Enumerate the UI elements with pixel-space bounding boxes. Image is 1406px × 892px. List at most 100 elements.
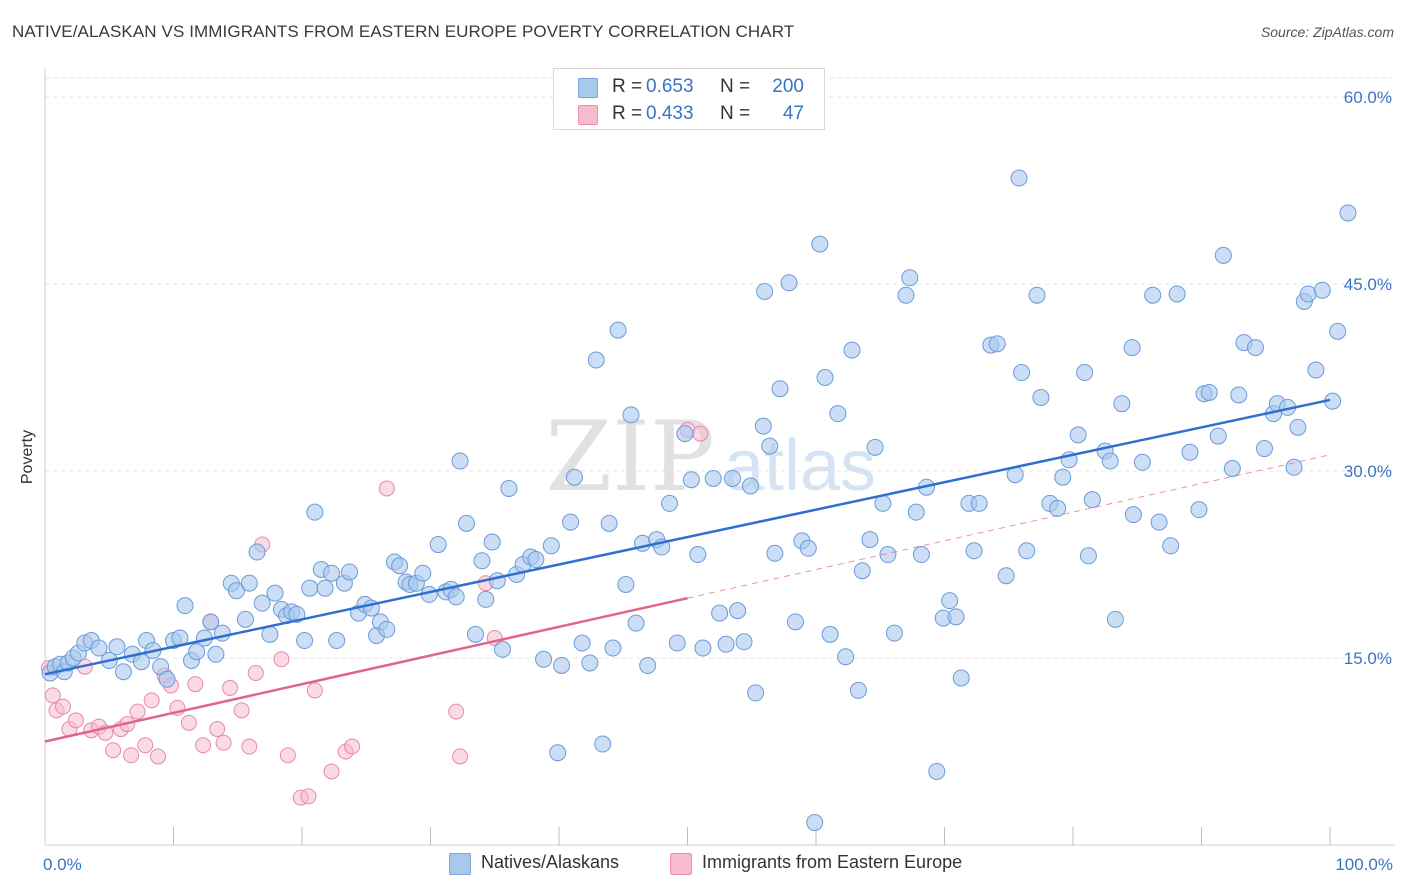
point-natives: [853, 562, 871, 580]
point-natives: [1123, 339, 1141, 357]
point-natives: [711, 604, 729, 622]
point-natives: [627, 614, 645, 632]
legend-swatch-natives: [449, 853, 471, 875]
point-natives: [1339, 204, 1357, 222]
point-natives: [341, 563, 359, 581]
point-natives: [253, 594, 271, 612]
point-natives: [661, 494, 679, 512]
point-natives: [573, 634, 591, 652]
point-natives: [466, 625, 484, 643]
point-immigrants: [123, 747, 140, 764]
point-natives: [1214, 246, 1232, 264]
point-natives: [747, 684, 765, 702]
point-natives: [1079, 547, 1097, 565]
x-tick-label-min: 0.0%: [43, 855, 82, 874]
point-natives: [188, 643, 206, 661]
point-natives: [912, 546, 930, 564]
point-natives: [1032, 388, 1050, 406]
point-natives: [176, 597, 194, 615]
point-natives: [500, 479, 518, 497]
point-natives: [885, 624, 903, 642]
point-natives: [473, 552, 491, 570]
watermark: ZIP atlas: [545, 401, 876, 513]
point-natives: [316, 579, 334, 597]
point-natives: [941, 592, 959, 610]
point-natives: [227, 582, 245, 600]
point-natives: [202, 613, 220, 631]
point-natives: [549, 744, 567, 762]
point-natives: [729, 602, 747, 620]
point-natives: [535, 650, 553, 668]
point-natives: [879, 546, 897, 564]
point-natives: [296, 632, 314, 650]
point-natives: [928, 762, 946, 780]
legend-n-value: 200: [772, 76, 804, 97]
point-natives: [158, 670, 176, 688]
point-natives: [207, 645, 225, 663]
point-natives: [786, 613, 804, 631]
point-natives: [1313, 281, 1331, 299]
point-immigrants: [180, 714, 197, 731]
legend-label-natives: Natives/Alaskans: [481, 852, 620, 872]
point-natives: [236, 610, 254, 628]
source-label: Source: ZipAtlas.com: [1260, 24, 1394, 40]
point-natives: [952, 669, 970, 687]
point-natives: [829, 405, 847, 423]
point-natives: [90, 639, 108, 657]
point-natives: [907, 503, 925, 521]
legend-r-label: R =: [612, 103, 643, 124]
y-tick-label: 30.0%: [1344, 462, 1392, 481]
point-natives: [587, 351, 605, 369]
point-immigrants: [344, 738, 361, 755]
point-immigrants: [54, 698, 71, 715]
y-tick-label: 15.0%: [1344, 649, 1392, 668]
point-natives: [1299, 285, 1317, 303]
point-natives: [1200, 383, 1218, 401]
point-natives: [717, 635, 735, 653]
point-natives: [451, 452, 469, 470]
point-natives: [562, 513, 580, 531]
point-natives: [837, 648, 855, 666]
point-immigrants: [452, 748, 469, 765]
point-natives: [1113, 395, 1131, 413]
point-natives: [617, 575, 635, 593]
point-natives: [806, 814, 824, 832]
point-natives: [447, 588, 465, 606]
point-natives: [266, 584, 284, 602]
point-natives: [604, 639, 622, 657]
point-immigrants: [137, 737, 154, 754]
point-natives: [676, 425, 694, 443]
legend-r-value: 0.653: [646, 76, 694, 97]
point-immigrants: [105, 742, 122, 759]
point-natives: [771, 380, 789, 398]
legend-n-label: N =: [720, 103, 751, 124]
point-natives: [1054, 468, 1072, 486]
point-immigrants: [222, 679, 239, 696]
point-natives: [723, 469, 741, 487]
point-natives: [477, 590, 495, 608]
point-natives: [821, 625, 839, 643]
point-natives: [414, 564, 432, 582]
point-natives: [378, 620, 396, 638]
point-natives: [1144, 286, 1162, 304]
point-immigrants: [44, 687, 61, 704]
point-natives: [483, 533, 501, 551]
point-natives: [457, 514, 475, 532]
point-natives: [1223, 460, 1241, 478]
point-natives: [811, 235, 829, 253]
trend-line-natives: [44, 398, 1331, 676]
legend-swatch-immigrants: [578, 105, 598, 125]
y-tick-label: 60.0%: [1344, 88, 1392, 107]
point-natives: [1181, 443, 1199, 461]
point-natives: [1010, 169, 1028, 187]
point-natives: [754, 417, 772, 435]
point-natives: [756, 282, 774, 300]
point-immigrants: [306, 682, 323, 699]
point-natives: [565, 468, 583, 486]
y-tick-label: 45.0%: [1344, 275, 1392, 294]
point-natives: [1289, 418, 1307, 436]
point-natives: [897, 286, 915, 304]
point-natives: [1013, 364, 1031, 382]
point-natives: [609, 321, 627, 339]
point-natives: [970, 494, 988, 512]
